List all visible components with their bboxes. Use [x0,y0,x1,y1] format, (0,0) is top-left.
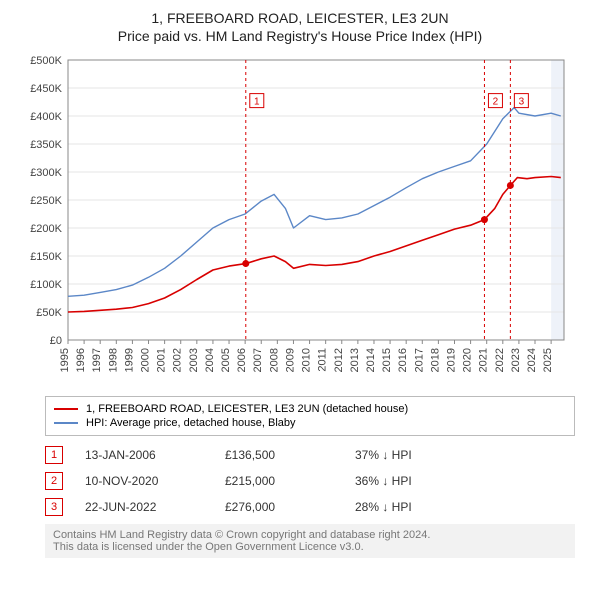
svg-text:2004: 2004 [204,348,216,372]
svg-text:2025: 2025 [542,348,554,372]
svg-text:1996: 1996 [75,348,87,372]
footer: Contains HM Land Registry data © Crown c… [45,524,575,558]
sale-marker-3: 3 [45,498,63,516]
sales-row-1: 1 13-JAN-2006 £136,500 37% ↓ HPI [45,442,575,468]
svg-text:2015: 2015 [381,348,393,372]
svg-text:2014: 2014 [365,348,377,372]
legend: 1, FREEBOARD ROAD, LEICESTER, LE3 2UN (d… [45,396,575,436]
svg-text:2020: 2020 [462,348,474,372]
svg-text:2024: 2024 [526,348,538,372]
legend-swatch-property [54,408,78,410]
svg-text:£400K: £400K [30,111,62,123]
svg-text:£100K: £100K [30,279,62,291]
svg-text:3: 3 [519,97,525,108]
sales-row-3: 3 22-JUN-2022 £276,000 28% ↓ HPI [45,494,575,520]
svg-text:2019: 2019 [445,348,457,372]
svg-text:2017: 2017 [413,348,425,372]
footer-line-2: This data is licensed under the Open Gov… [53,541,567,553]
svg-text:£250K: £250K [30,195,62,207]
svg-text:£450K: £450K [30,83,62,95]
svg-text:£500K: £500K [30,55,62,67]
sales-table: 1 13-JAN-2006 £136,500 37% ↓ HPI 2 10-NO… [45,442,575,520]
legend-swatch-hpi [54,422,78,424]
svg-text:2005: 2005 [220,348,232,372]
line-chart: £0 £50K £100K £150K £200K £250K £300K £350K £400… [20,50,580,390]
svg-text:2016: 2016 [397,348,409,372]
svg-text:£150K: £150K [30,251,62,263]
sale-marker-1: 1 [45,446,63,464]
sale-price-3: £276,000 [225,500,345,514]
sales-row-2: 2 10-NOV-2020 £215,000 36% ↓ HPI [45,468,575,494]
legend-item-property: 1, FREEBOARD ROAD, LEICESTER, LE3 2UN (d… [54,402,566,416]
svg-text:2007: 2007 [252,348,264,372]
legend-label-property: 1, FREEBOARD ROAD, LEICESTER, LE3 2UN (d… [86,403,408,415]
sale-date-2: 10-NOV-2020 [85,474,215,488]
svg-text:1995: 1995 [59,348,71,372]
svg-text:2002: 2002 [172,348,184,372]
svg-text:2008: 2008 [268,348,280,372]
svg-text:2001: 2001 [156,348,168,372]
svg-text:2011: 2011 [317,348,329,372]
chart-title-block: 1, FREEBOARD ROAD, LEICESTER, LE3 2UN Pr… [0,0,600,50]
svg-text:2013: 2013 [349,348,361,372]
svg-text:2018: 2018 [429,348,441,372]
svg-text:2003: 2003 [188,348,200,372]
svg-text:1997: 1997 [91,348,103,372]
svg-text:2000: 2000 [140,348,152,372]
svg-text:2009: 2009 [284,348,296,372]
sale-date-3: 22-JUN-2022 [85,500,215,514]
svg-text:1: 1 [254,97,260,108]
svg-text:2006: 2006 [236,348,248,372]
chart-area: £0 £50K £100K £150K £200K £250K £300K £350K £400… [20,50,580,390]
sale-diff-2: 36% ↓ HPI [355,474,475,488]
sale-date-1: 13-JAN-2006 [85,448,215,462]
svg-text:2010: 2010 [301,348,313,372]
svg-text:2022: 2022 [494,348,506,372]
svg-text:2012: 2012 [333,348,345,372]
svg-text:2021: 2021 [478,348,490,372]
legend-label-hpi: HPI: Average price, detached house, Blab… [86,417,296,429]
svg-text:£0: £0 [50,335,62,347]
svg-text:£50K: £50K [36,307,62,319]
sale-price-2: £215,000 [225,474,345,488]
sale-marker-2: 2 [45,472,63,490]
title-line-2: Price paid vs. HM Land Registry's House … [10,28,590,44]
svg-text:1998: 1998 [107,348,119,372]
sale-diff-1: 37% ↓ HPI [355,448,475,462]
svg-text:2023: 2023 [510,348,522,372]
sale-diff-3: 28% ↓ HPI [355,500,475,514]
svg-text:£350K: £350K [30,139,62,151]
svg-text:1999: 1999 [123,348,135,372]
legend-item-hpi: HPI: Average price, detached house, Blab… [54,416,566,430]
svg-text:£300K: £300K [30,167,62,179]
sale-price-1: £136,500 [225,448,345,462]
svg-text:£200K: £200K [30,223,62,235]
svg-text:2: 2 [493,97,499,108]
footer-line-1: Contains HM Land Registry data © Crown c… [53,529,567,541]
title-line-1: 1, FREEBOARD ROAD, LEICESTER, LE3 2UN [10,10,590,26]
